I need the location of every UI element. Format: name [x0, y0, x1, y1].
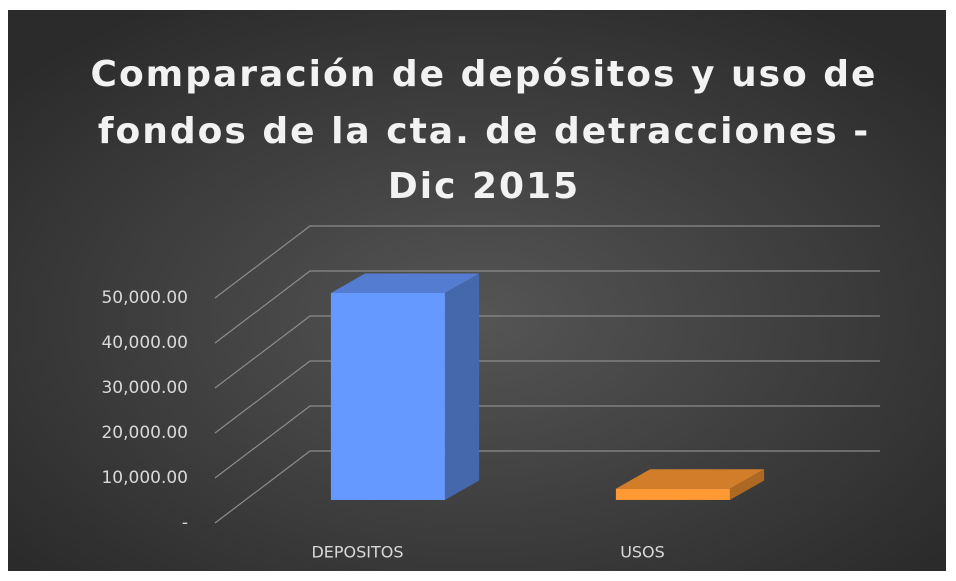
grid-line — [214, 405, 880, 479]
chart-title: fondos de la cta. de detracciones - — [98, 111, 870, 152]
grid-line — [214, 315, 880, 389]
bar-top — [330, 273, 480, 293]
grid-line — [214, 450, 880, 524]
y-tick-label: 30,000.00 — [101, 378, 188, 398]
y-tick-label: - — [182, 513, 188, 533]
bar — [615, 469, 765, 500]
x-tick-label: DEPOSITOS — [311, 543, 403, 562]
plot-area: - 10,000.00 20,000.00 30,000.00 40,000.00 50,… — [101, 225, 880, 562]
grid-line — [214, 360, 880, 434]
y-tick-label: 50,000.00 — [101, 288, 188, 308]
chart-title: Dic 2015 — [388, 166, 580, 207]
bar-top — [615, 469, 765, 489]
grid-line — [214, 270, 880, 344]
chart-title: Comparación de depósitos y uso de — [91, 54, 878, 95]
bar-front — [615, 488, 730, 500]
y-tick-label: 20,000.00 — [101, 423, 188, 443]
bar-side — [729, 469, 765, 500]
x-tick-label: USOS — [620, 543, 665, 562]
bar — [330, 273, 480, 500]
bar-side — [444, 273, 480, 500]
y-tick-label: 10,000.00 — [101, 468, 188, 488]
bar-front — [330, 292, 445, 500]
grid-line — [214, 225, 880, 299]
y-tick-label: 40,000.00 — [101, 333, 188, 353]
